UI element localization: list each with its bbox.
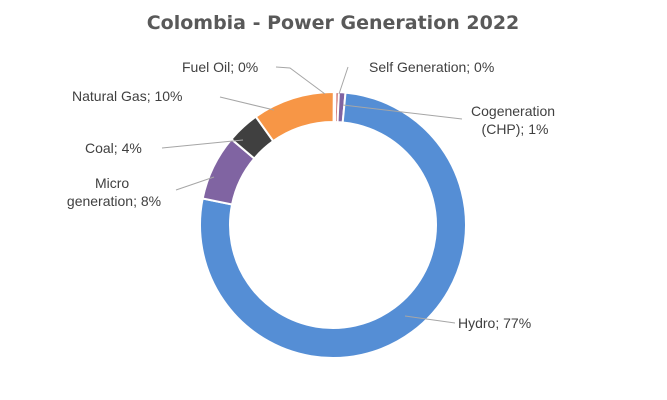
leader-natural-gas bbox=[219, 96, 275, 111]
leader-hydro bbox=[404, 315, 456, 324]
chart-title: Colombia - Power Generation 2022 bbox=[147, 12, 520, 34]
label-micro-generation: Micro generation; 8% bbox=[67, 175, 161, 209]
slice-hydro bbox=[199, 91, 467, 359]
leader-micro-generation bbox=[175, 176, 215, 191]
leader-fuel-oil bbox=[275, 66, 326, 95]
label-coal: Coal; 4% bbox=[85, 140, 142, 156]
label-fuel-oil: Fuel Oil; 0% bbox=[182, 59, 258, 75]
data-labels: Self Generation; 0% Cogeneration (CHP); … bbox=[67, 59, 559, 331]
label-hydro: Hydro; 77% bbox=[458, 315, 531, 331]
slice-natural-gas bbox=[254, 91, 335, 143]
doughnut-slices bbox=[199, 90, 467, 359]
label-natural-gas: Natural Gas; 10% bbox=[72, 88, 183, 104]
leader-coal bbox=[161, 139, 244, 149]
label-self-generation: Self Generation; 0% bbox=[369, 59, 494, 75]
leader-self-generation bbox=[338, 66, 349, 95]
slice-fuel-oil bbox=[332, 90, 337, 124]
leader-lines bbox=[161, 66, 463, 324]
label-cogeneration: Cogeneration (CHP); 1% bbox=[471, 103, 559, 137]
leader-cogeneration bbox=[342, 104, 463, 120]
